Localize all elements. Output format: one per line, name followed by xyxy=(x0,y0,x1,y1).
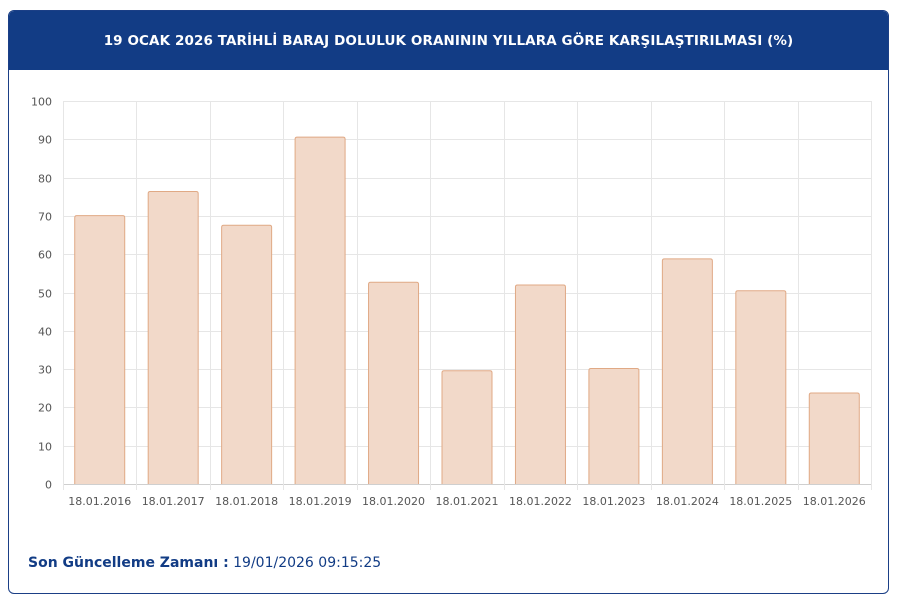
bar-18.01.2018[interactable] xyxy=(221,224,273,484)
y-tick-label: 100 xyxy=(31,96,52,109)
last-update: Son Güncelleme Zamanı : 19/01/2026 09:15… xyxy=(28,555,381,571)
bar-chart: 0 10 20 30 40 50 60 70 80 90 100 18.01.2016 18.01.20… xyxy=(9,70,888,540)
x-tick-label: 18.01.2022 xyxy=(509,495,572,508)
bar-18.01.2016[interactable] xyxy=(74,215,126,484)
y-tick-label: 80 xyxy=(38,173,52,186)
bar-18.01.2020[interactable] xyxy=(368,281,420,484)
bar-chart-svg: 0 10 20 30 40 50 60 70 80 90 100 18.01.2016 18.01.20… xyxy=(31,96,872,509)
x-tick-label: 18.01.2026 xyxy=(803,495,866,508)
x-tick-label: 18.01.2018 xyxy=(215,495,278,508)
x-tick-label: 18.01.2021 xyxy=(436,495,499,508)
y-tick-label: 50 xyxy=(38,288,52,301)
x-tick-label: 18.01.2019 xyxy=(289,495,352,508)
chart-title: 19 OCAK 2026 TARİHLİ BARAJ DOLULUK ORANI… xyxy=(9,11,888,70)
x-tick-label: 18.01.2025 xyxy=(729,495,792,508)
x-tick-label: 18.01.2016 xyxy=(68,495,131,508)
bar-18.01.2025[interactable] xyxy=(735,290,787,484)
bar-18.01.2017[interactable] xyxy=(147,191,199,484)
x-tick-label: 18.01.2023 xyxy=(582,495,645,508)
bar-18.01.2023[interactable] xyxy=(588,367,640,484)
x-tick-label: 18.01.2024 xyxy=(656,495,719,508)
axis-labels: 0 10 20 30 40 50 60 70 80 90 100 18.01.2016 18.01.20… xyxy=(31,96,866,509)
bar-18.01.2019[interactable] xyxy=(294,136,346,484)
bar-18.01.2022[interactable] xyxy=(514,284,566,484)
last-update-label: Son Güncelleme Zamanı : xyxy=(28,555,229,571)
bar-18.01.2026[interactable] xyxy=(808,392,860,484)
bar-18.01.2024[interactable] xyxy=(661,258,713,484)
y-tick-label: 0 xyxy=(45,479,52,492)
x-tick-label: 18.01.2020 xyxy=(362,495,425,508)
x-tick-label: 18.01.2017 xyxy=(142,495,205,508)
last-update-value: 19/01/2026 09:15:25 xyxy=(233,555,382,571)
y-tick-label: 60 xyxy=(38,249,52,262)
y-tick-label: 30 xyxy=(38,364,52,377)
chart-card: 19 OCAK 2026 TARİHLİ BARAJ DOLULUK ORANI… xyxy=(8,10,889,594)
y-tick-label: 10 xyxy=(38,441,52,454)
y-tick-label: 70 xyxy=(38,211,52,224)
y-tick-label: 20 xyxy=(38,402,52,415)
bars xyxy=(74,136,860,484)
y-tick-label: 40 xyxy=(38,326,52,339)
y-tick-label: 90 xyxy=(38,134,52,147)
bar-18.01.2021[interactable] xyxy=(441,370,493,484)
